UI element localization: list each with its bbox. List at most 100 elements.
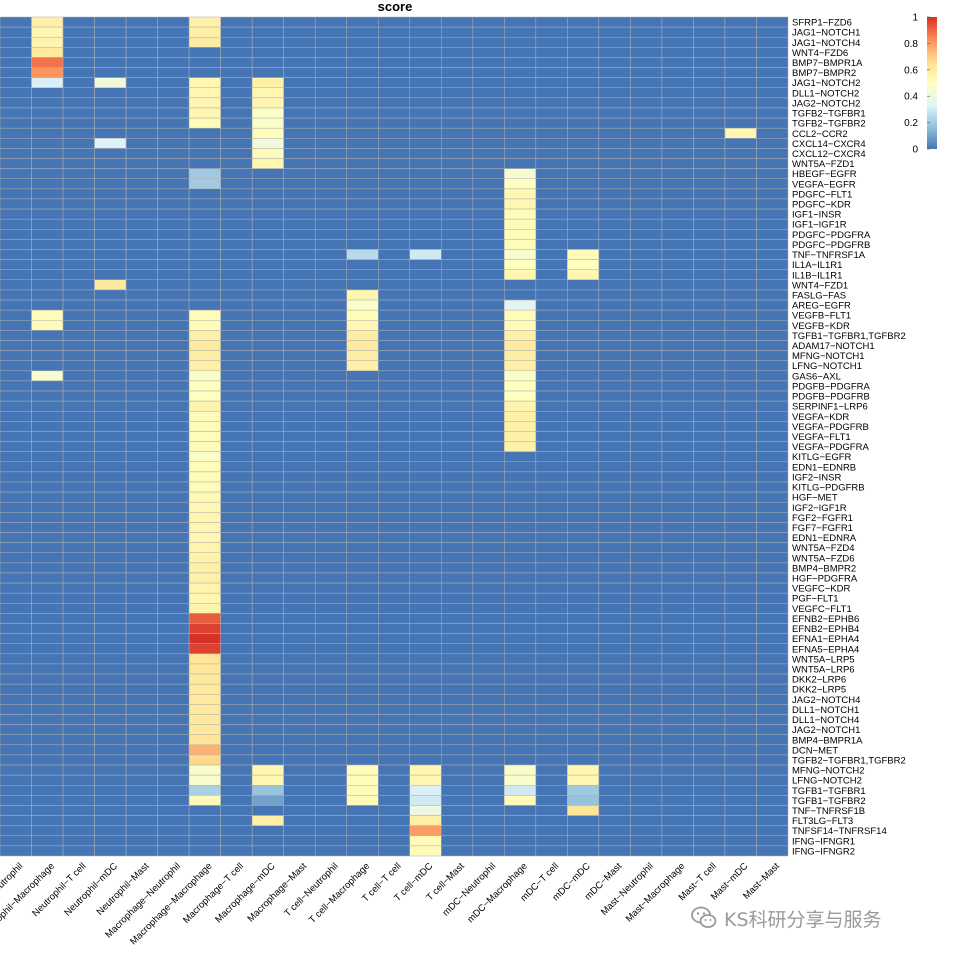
heatmap-cell xyxy=(220,704,253,715)
heatmap-cell xyxy=(31,138,64,149)
heatmap-cell xyxy=(220,431,253,442)
heatmap-cell xyxy=(31,127,64,139)
heatmap-cell xyxy=(125,57,158,68)
heatmap-cell xyxy=(0,127,32,139)
row-label: TGFB2−TGFBR1 xyxy=(792,109,866,120)
heatmap-cell xyxy=(251,673,284,685)
heatmap-cell xyxy=(472,643,505,655)
heatmap-cell xyxy=(724,471,757,483)
heatmap-cell xyxy=(661,501,694,513)
watermark: KS科研分享与服务 xyxy=(690,904,882,932)
heatmap-cell xyxy=(220,36,253,48)
heatmap-cell xyxy=(441,491,474,503)
heatmap-cell xyxy=(598,370,631,382)
heatmap-cell xyxy=(504,582,537,594)
heatmap-cell xyxy=(693,815,726,826)
heatmap-cell xyxy=(31,360,64,372)
chart-title: score xyxy=(378,0,413,14)
heatmap-cell xyxy=(724,218,757,230)
heatmap-cell xyxy=(62,168,95,179)
heatmap-cell xyxy=(157,552,190,564)
heatmap-cell xyxy=(346,138,379,149)
heatmap-cell xyxy=(472,57,505,68)
heatmap-cell xyxy=(188,714,221,725)
heatmap-cell xyxy=(157,431,190,442)
heatmap-cell xyxy=(504,279,537,291)
heatmap-cell xyxy=(504,774,537,786)
heatmap-cell xyxy=(472,188,505,200)
heatmap-cell xyxy=(504,633,537,644)
heatmap-cell xyxy=(314,512,347,523)
heatmap-cell xyxy=(504,643,537,655)
heatmap-cell xyxy=(31,36,64,48)
row-label: EDN1−EDNRA xyxy=(792,533,857,544)
heatmap-cell xyxy=(62,269,95,281)
heatmap-cell xyxy=(377,532,411,543)
heatmap-cell xyxy=(31,734,64,746)
heatmap-cell xyxy=(693,36,726,48)
heatmap-cell xyxy=(724,663,757,675)
heatmap-cell xyxy=(756,410,789,422)
heatmap-cell xyxy=(220,208,253,220)
heatmap-cell xyxy=(62,107,95,119)
heatmap-cell xyxy=(535,683,568,695)
heatmap-cell xyxy=(472,774,505,786)
heatmap-cell xyxy=(283,279,316,291)
heatmap-cell xyxy=(567,350,600,361)
heatmap-cell xyxy=(62,67,95,78)
heatmap-cell xyxy=(346,188,379,200)
heatmap-cell xyxy=(630,87,663,99)
heatmap-cell xyxy=(251,370,284,382)
heatmap-cell xyxy=(598,441,631,452)
heatmap-cell xyxy=(756,815,789,826)
row-label: TNF−TNFRSF1A xyxy=(792,250,866,261)
heatmap-cell xyxy=(94,835,127,847)
heatmap-cell xyxy=(630,36,663,48)
heatmap-cell xyxy=(504,350,537,361)
heatmap-cell xyxy=(630,673,663,685)
heatmap-cell xyxy=(62,501,95,513)
heatmap-cell xyxy=(125,390,158,402)
heatmap-cell xyxy=(62,542,95,554)
heatmap-cell xyxy=(441,178,474,190)
heatmap-cell xyxy=(693,491,726,503)
heatmap-cell xyxy=(31,421,64,432)
heatmap-cell xyxy=(125,805,158,816)
heatmap-cell xyxy=(94,643,127,655)
heatmap-cell xyxy=(157,532,190,543)
heatmap-cell xyxy=(661,491,694,503)
heatmap-cell xyxy=(62,491,95,503)
heatmap-cell xyxy=(598,107,631,119)
heatmap-cell xyxy=(31,16,64,28)
heatmap-cell xyxy=(409,835,442,847)
heatmap-cell xyxy=(0,198,32,210)
heatmap-cell xyxy=(630,57,663,68)
heatmap-cell xyxy=(31,653,64,665)
heatmap-cell xyxy=(535,26,568,38)
heatmap-cell xyxy=(724,522,757,533)
heatmap-cell xyxy=(31,501,64,513)
heatmap-cell xyxy=(377,481,411,493)
heatmap-cell xyxy=(630,653,663,665)
heatmap-cell xyxy=(0,734,32,746)
heatmap-cell xyxy=(504,764,537,776)
heatmap-cell xyxy=(62,592,95,604)
heatmap-cell xyxy=(504,815,537,826)
heatmap-cell xyxy=(314,218,347,230)
heatmap-cell xyxy=(94,724,127,735)
heatmap-cell xyxy=(661,683,694,695)
heatmap-cell xyxy=(157,592,190,604)
heatmap-cell xyxy=(693,259,726,270)
heatmap-cell xyxy=(314,299,347,311)
row-label: JAG1−NOTCH2 xyxy=(792,78,860,89)
heatmap-cell xyxy=(630,16,663,28)
heatmap-cell xyxy=(62,148,95,159)
heatmap-cell xyxy=(409,390,442,402)
heatmap-cell xyxy=(251,663,284,675)
heatmap-cell xyxy=(598,815,631,826)
heatmap-cell xyxy=(756,259,789,270)
heatmap-cell xyxy=(0,67,32,78)
heatmap-cell xyxy=(251,582,284,594)
heatmap-cell xyxy=(188,532,221,543)
heatmap-cell xyxy=(724,754,757,766)
